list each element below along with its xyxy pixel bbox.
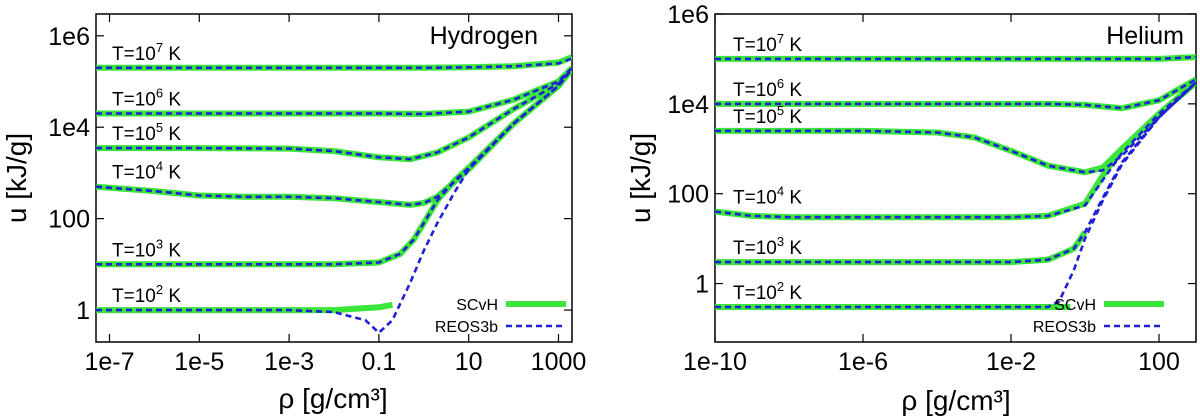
- series-reos3b-1e4-K: [96, 67, 572, 207]
- temperature-label-base: T=10: [112, 163, 156, 184]
- temperature-label-base: T=10: [733, 283, 777, 304]
- temperature-label-base: T=10: [733, 238, 777, 259]
- y-tick-label: 1e6: [48, 23, 90, 51]
- temperature-label: T=105 K: [733, 103, 802, 128]
- temperature-label: T=103 K: [112, 236, 181, 261]
- temperature-label: T=106 K: [112, 85, 181, 110]
- temperature-label-base: T=10: [733, 188, 777, 209]
- temperature-label-base: T=10: [112, 240, 156, 261]
- x-axis-title: ρ [g/cm³]: [901, 385, 1010, 416]
- panel-title: Helium: [1106, 22, 1184, 50]
- temperature-label-exp: 4: [156, 159, 163, 174]
- plot-frame: [95, 13, 573, 343]
- temperature-label-base: T=10: [733, 80, 777, 101]
- temperature-label-base: T=10: [733, 35, 777, 56]
- temperature-label-unit: K: [784, 283, 802, 304]
- legend-label-reos3b: REOS3b: [435, 319, 498, 336]
- temperature-label: T=106 K: [733, 76, 802, 101]
- y-axis-title: u [kJ/g]: [625, 133, 656, 223]
- series-reos3b-1e5-K: [715, 81, 1196, 174]
- temperature-label-base: T=10: [112, 89, 156, 110]
- series-reos3b-1e3-K: [715, 81, 1196, 264]
- legend-label-reos3b: REOS3b: [1033, 319, 1096, 336]
- legend: SCvH REOS3b: [435, 297, 566, 336]
- series-reos3b-1e4-K: [715, 81, 1196, 219]
- temperature-label-unit: K: [784, 188, 802, 209]
- x-tick-label: 1e-5: [174, 348, 224, 376]
- helium-panel: 1 100 1e4 1e6 1e-10 1e-6 1e-2 100 ρ [g/cm³] u [kJ…: [625, 1, 1197, 416]
- y-tick-label: 1: [695, 271, 709, 299]
- series-reos3b-1e6-K: [715, 78, 1196, 110]
- temperature-label-exp: 7: [156, 40, 163, 55]
- temperature-label-base: T=10: [733, 107, 777, 128]
- x-tick-label: 0.1: [362, 348, 397, 376]
- temperature-label-exp: 2: [156, 282, 163, 297]
- temperature-label-exp: 6: [156, 85, 163, 100]
- curves: [96, 54, 572, 334]
- temperature-label: T=102 K: [733, 279, 802, 304]
- x-tick-label: 100: [1138, 348, 1180, 376]
- temperature-label-base: T=10: [112, 286, 156, 307]
- x-tick-label: 1e-3: [264, 348, 314, 376]
- panel-title: Hydrogen: [430, 22, 538, 50]
- temperature-label: T=105 K: [112, 120, 181, 145]
- y-tick-label: 1e4: [667, 91, 709, 119]
- temperature-label-unit: K: [163, 286, 181, 307]
- legend: SCvH REOS3b: [1033, 297, 1164, 336]
- temperature-label: T=104 K: [733, 184, 802, 209]
- temperature-label-unit: K: [163, 89, 181, 110]
- temperature-label-exp: 5: [156, 120, 163, 135]
- legend-label-scvh: SCvH: [456, 297, 498, 314]
- hydrogen-panel: 1 100 1e4 1e6 1e-7 1e-5 1e-3 0.1 10 1000 ρ [g/cm³]…: [1, 13, 587, 414]
- temperature-label-unit: K: [784, 238, 802, 259]
- series-reos3b-1e3-K: [96, 67, 572, 266]
- x-tick-label: 1000: [531, 348, 587, 376]
- x-tick-label: 1e-6: [838, 348, 888, 376]
- temperature-label-exp: 3: [156, 236, 163, 251]
- temperature-label-exp: 6: [777, 76, 784, 91]
- temperature-label-exp: 2: [777, 279, 784, 294]
- series-reos3b-1e2-K: [715, 81, 1196, 309]
- y-tick-label: 100: [48, 206, 90, 234]
- series-scvh-1e7-K: [96, 54, 572, 71]
- temperature-label-unit: K: [784, 80, 802, 101]
- temperature-label: T=107 K: [733, 31, 802, 56]
- series-reos3b-1e6-K: [96, 66, 572, 116]
- y-tick-label: 100: [667, 181, 709, 209]
- y-axis-title: u [kJ/g]: [1, 133, 32, 223]
- x-tick-label: 1e-10: [683, 348, 747, 376]
- temperature-label-unit: K: [784, 107, 802, 128]
- x-tick-label: 1e-2: [986, 348, 1036, 376]
- temperature-label-base: T=10: [112, 44, 156, 65]
- x-tick-label: 1e-7: [84, 348, 134, 376]
- y-tick-label: 1e6: [667, 1, 709, 29]
- legend-label-scvh: SCvH: [1054, 297, 1096, 314]
- temperature-label-exp: 7: [777, 31, 784, 46]
- series-reos3b-1e5-K: [96, 67, 572, 161]
- temperature-label: T=102 K: [112, 282, 181, 307]
- temperature-label-base: T=10: [112, 124, 156, 145]
- y-tick-label: 1: [76, 297, 90, 325]
- temperature-label: T=104 K: [112, 159, 181, 184]
- temperature-label-unit: K: [784, 35, 802, 56]
- temperature-label-unit: K: [163, 240, 181, 261]
- temperature-label-exp: 4: [777, 184, 784, 199]
- series-reos3b-1e7-K: [715, 55, 1196, 61]
- x-axis-title: ρ [g/cm³]: [278, 383, 387, 414]
- plot-frame: [714, 13, 1197, 343]
- y-tick-label: 1e4: [48, 114, 90, 142]
- temperature-label-exp: 3: [777, 234, 784, 249]
- temperature-label-exp: 5: [777, 103, 784, 118]
- x-tick-label: 10: [455, 348, 483, 376]
- temperature-label-unit: K: [163, 44, 181, 65]
- temperature-label: T=107 K: [112, 40, 181, 65]
- temperature-label-unit: K: [163, 163, 181, 184]
- curves: [715, 54, 1196, 310]
- temperature-label-unit: K: [163, 124, 181, 145]
- temperature-label: T=103 K: [733, 234, 802, 259]
